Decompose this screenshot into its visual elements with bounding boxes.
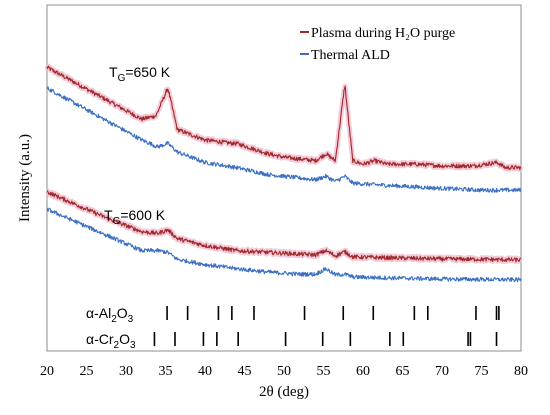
annotation-tg-600: TG=600 K	[104, 207, 166, 227]
ref-label-al2o3: α-Al2O3	[86, 305, 134, 325]
series-line-2	[46, 190, 522, 263]
x-tick-label-11: 75	[475, 364, 489, 379]
series-line-1	[46, 86, 522, 193]
series-line-3	[46, 207, 522, 283]
x-tick-label-4: 40	[198, 364, 212, 379]
ref-label-cr2o3: α-Cr2O3	[86, 331, 136, 351]
x-tick-label-3: 35	[159, 364, 173, 379]
reference-patterns	[153, 306, 500, 346]
x-tick-label-0: 20	[40, 364, 54, 379]
x-tick-label-8: 60	[356, 364, 370, 379]
annotation-tg-650: TG=650 K	[109, 64, 171, 84]
x-tick-label-6: 50	[277, 364, 291, 379]
x-tick-label-10: 70	[435, 364, 449, 379]
x-tick-labels: 20 25 30 35 40 45 50 55 60 65 70 75 80	[40, 364, 528, 379]
x-tick-label-7: 55	[317, 364, 331, 379]
legend-label-plasma: Plasma during H₂O purge	[311, 26, 455, 41]
x-tick-label-1: 25	[80, 364, 94, 379]
plot-frame	[46, 4, 522, 352]
x-tick-label-5: 45	[238, 364, 252, 379]
series-layer	[44, 63, 524, 283]
x-axis-label: 2θ (deg)	[259, 384, 309, 400]
y-axis-label: Intensity (a.u.)	[17, 134, 33, 222]
series-line-0	[46, 65, 522, 171]
legend: Plasma during H₂O purge Thermal ALD	[300, 26, 455, 63]
legend-label-thermal: Thermal ALD	[311, 48, 390, 63]
x-tick-label-2: 30	[119, 364, 133, 379]
x-tick-label-9: 65	[396, 364, 410, 379]
x-tick-label-12: 80	[514, 364, 528, 379]
